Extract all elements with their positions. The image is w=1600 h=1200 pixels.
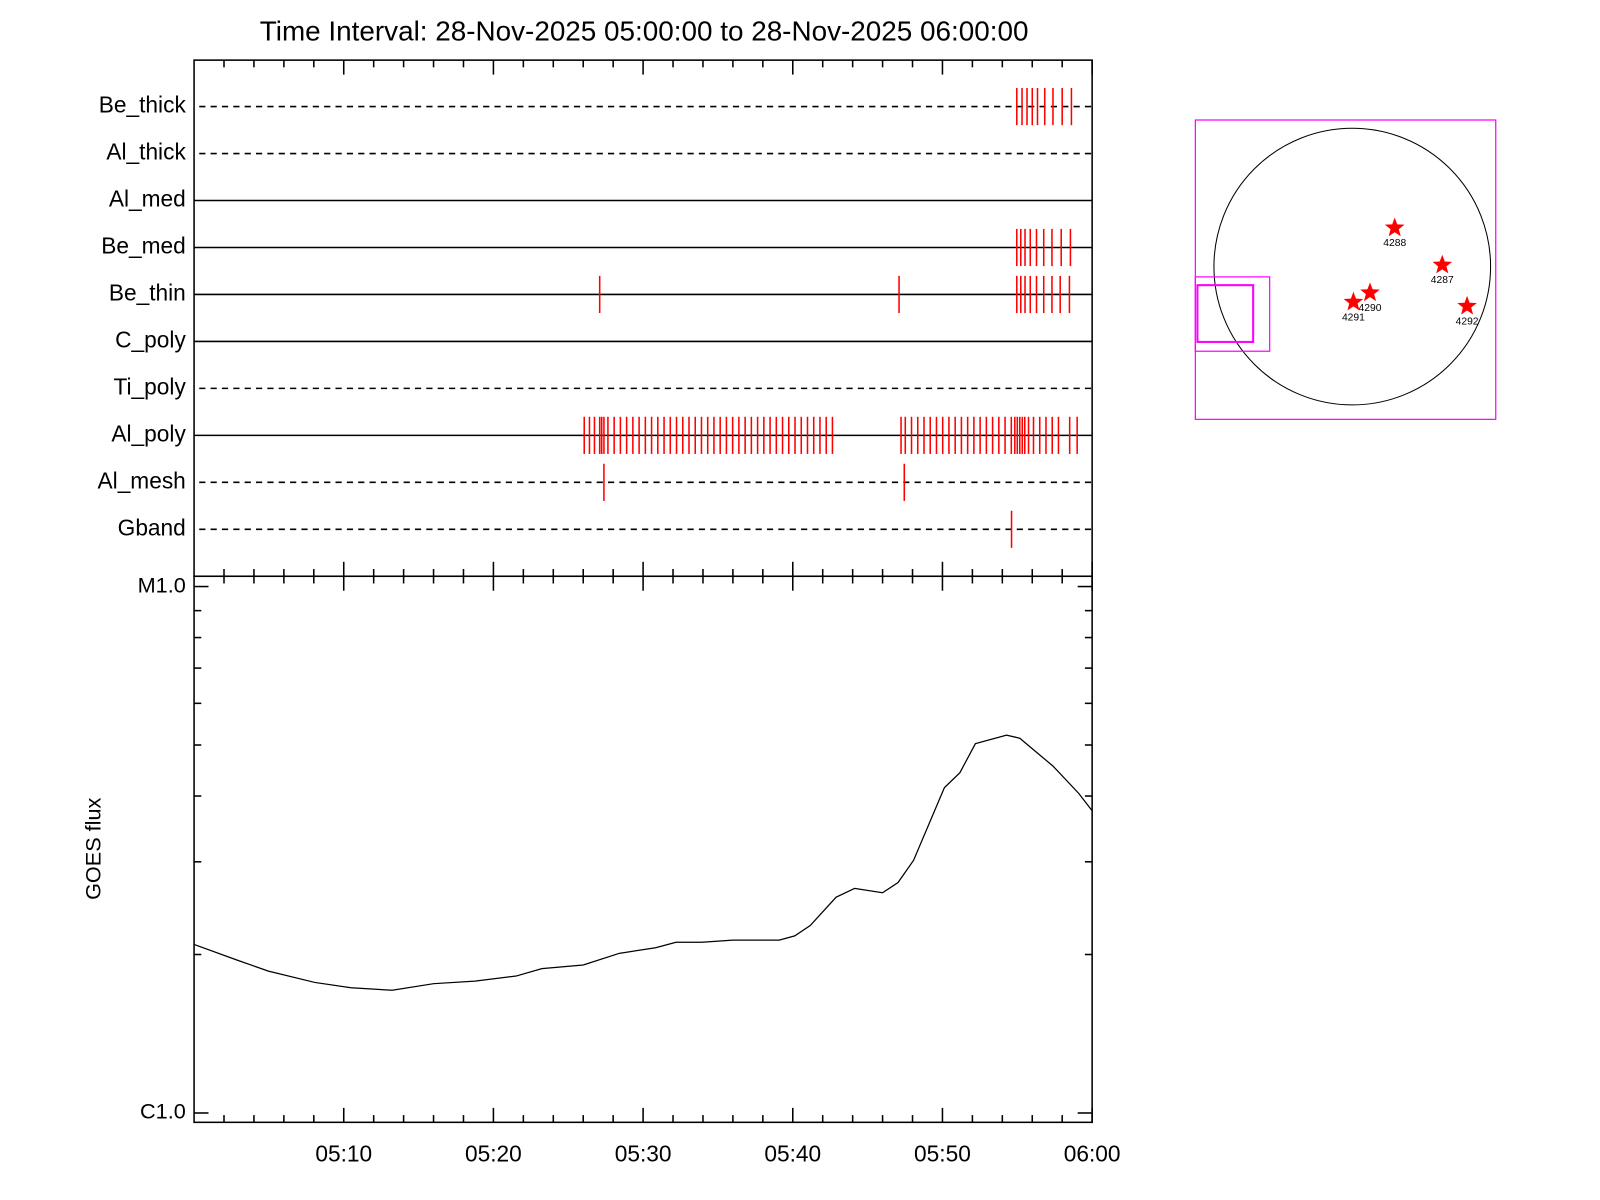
x-tick-label: 05:20: [465, 1140, 522, 1166]
row-label: Be_med: [101, 232, 186, 258]
region-star: [1432, 254, 1453, 274]
fov-box: [1194, 276, 1271, 352]
region-star: [1360, 282, 1380, 302]
chart-title: Time Interval: 28-Nov-2025 05:00:00 to 2…: [260, 16, 1029, 47]
region-label: 4292: [1456, 316, 1479, 327]
region-star: [1343, 291, 1364, 311]
fov-box: [1196, 284, 1255, 343]
x-tick-label: 05:40: [764, 1140, 821, 1166]
y-axis-label: GOES flux: [81, 797, 106, 899]
row-label: Al_thick: [106, 139, 186, 165]
region-star: [1457, 295, 1477, 315]
x-tick-label: 06:00: [1064, 1140, 1121, 1166]
x-tick-label: 05:50: [914, 1140, 971, 1166]
row-label: Be_thin: [109, 279, 186, 305]
region-label: 4287: [1431, 275, 1454, 286]
region-label: 4290: [1359, 303, 1382, 314]
region-label: 4288: [1383, 238, 1406, 249]
row-label: Ti_poly: [114, 373, 187, 399]
row-label: Al_med: [109, 186, 186, 212]
map-frame: [1194, 119, 1497, 420]
row-label: Al_poly: [111, 420, 186, 446]
timeline-frame: [193, 59, 1093, 578]
flux-frame: [193, 575, 1093, 1124]
x-tick-label: 05:10: [315, 1140, 372, 1166]
row-label: C_poly: [115, 326, 186, 352]
row-label: Be_thick: [99, 92, 187, 118]
flux-line: [193, 734, 1093, 991]
region-label: 4291: [1342, 312, 1365, 323]
y-tick-label: M1.0: [138, 572, 186, 597]
row-label: Gband: [118, 514, 186, 540]
row-label: Al_mesh: [98, 467, 186, 493]
x-tick-label: 05:30: [615, 1140, 672, 1166]
solar-disk: [1213, 127, 1492, 406]
y-tick-label: C1.0: [140, 1099, 186, 1124]
region-star: [1384, 217, 1405, 237]
